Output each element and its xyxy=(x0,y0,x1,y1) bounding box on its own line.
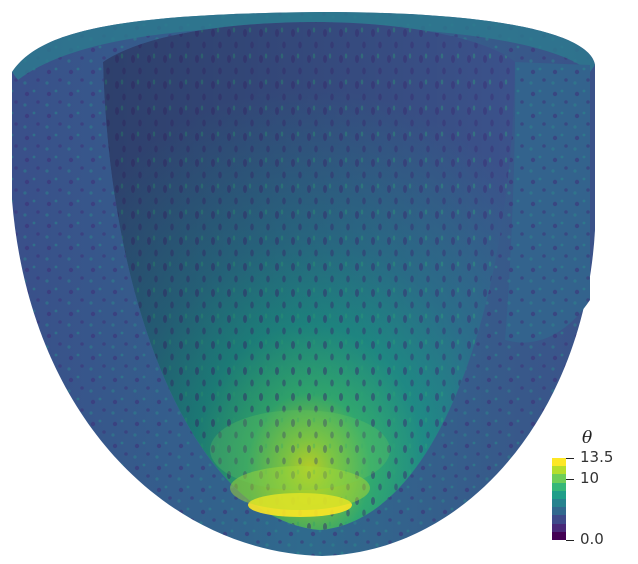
colorbar-legend: θ 13.5 10 0.0 xyxy=(548,428,633,548)
colorbar-tick-label: 10 xyxy=(580,469,600,488)
colorbar-tick-label: 0.0 xyxy=(580,530,604,548)
colorbar-swatch xyxy=(552,523,566,532)
colorbar-title: θ xyxy=(582,428,593,448)
colorbar-swatch xyxy=(552,474,566,483)
colorbar-swatch xyxy=(552,466,566,475)
colorbar-tick xyxy=(566,458,574,459)
inner-cavity xyxy=(103,22,515,530)
colorbar-swatch xyxy=(552,499,566,508)
right-cut-face xyxy=(505,62,590,343)
colorbar-tick-label: 13.5 xyxy=(580,448,614,466)
colorbar-tick xyxy=(566,540,574,541)
colorbar-gradient xyxy=(552,458,566,541)
colorbar-swatch xyxy=(552,490,566,500)
colorbar-swatch xyxy=(552,515,566,524)
colorbar-swatch xyxy=(552,531,566,541)
colorbar-swatch xyxy=(552,482,566,491)
colorbar-swatch xyxy=(552,458,566,467)
colorbar-swatch xyxy=(552,507,566,516)
colorbar-tick xyxy=(566,479,574,481)
